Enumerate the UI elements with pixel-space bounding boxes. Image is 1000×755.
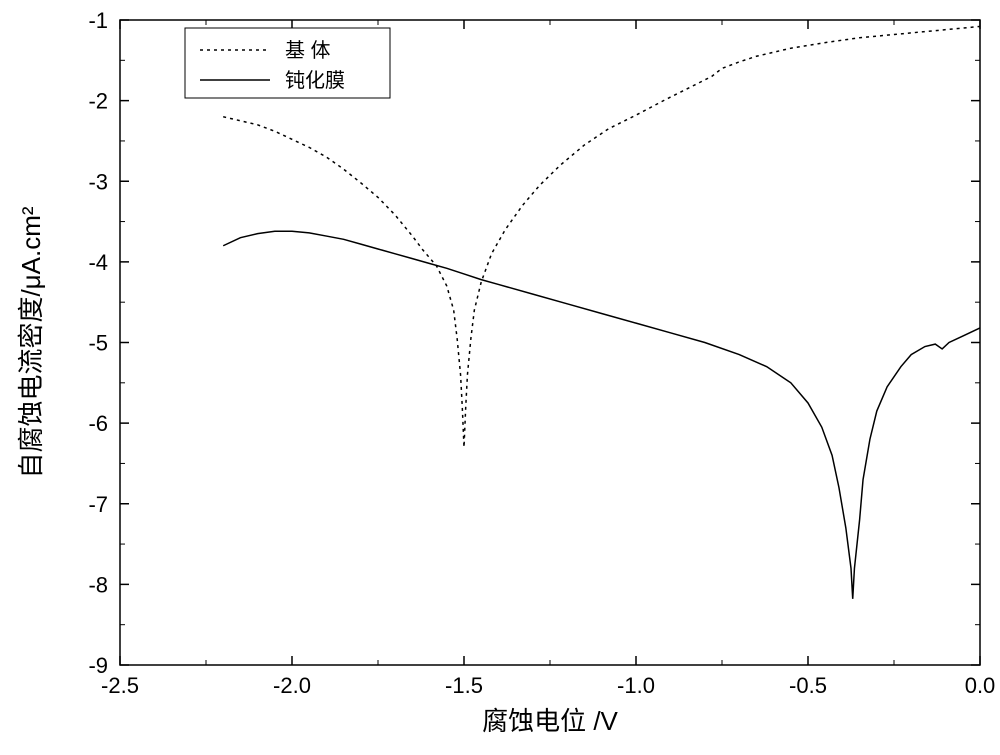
y-tick-label: -9 <box>88 653 108 678</box>
x-tick-label: -0.5 <box>789 673 827 698</box>
y-tick-label: -8 <box>88 572 108 597</box>
x-tick-label: -1.0 <box>617 673 655 698</box>
x-axis-label: 腐蚀电位 /V <box>482 706 618 736</box>
series-钝化膜 <box>223 231 980 599</box>
y-tick-label: -6 <box>88 411 108 436</box>
x-tick-label: -1.5 <box>445 673 483 698</box>
x-tick-label: 0.0 <box>965 673 996 698</box>
legend-label: 钝化膜 <box>285 69 345 92</box>
y-tick-label: -5 <box>88 331 108 356</box>
legend-label: 基 体 <box>285 39 331 62</box>
y-tick-label: -3 <box>88 169 108 194</box>
y-tick-label: -7 <box>88 492 108 517</box>
y-tick-label: -2 <box>88 89 108 114</box>
x-tick-label: -2.0 <box>273 673 311 698</box>
y-tick-label: -1 <box>88 8 108 33</box>
polarization-chart: -2.5-2.0-1.5-1.0-0.50.0-9-8-7-6-5-4-3-2-… <box>0 0 1000 755</box>
y-tick-label: -4 <box>88 250 108 275</box>
y-axis-label: 自腐蚀电流密度/μA.cm² <box>16 206 46 478</box>
chart-svg: -2.5-2.0-1.5-1.0-0.50.0-9-8-7-6-5-4-3-2-… <box>0 0 1000 755</box>
